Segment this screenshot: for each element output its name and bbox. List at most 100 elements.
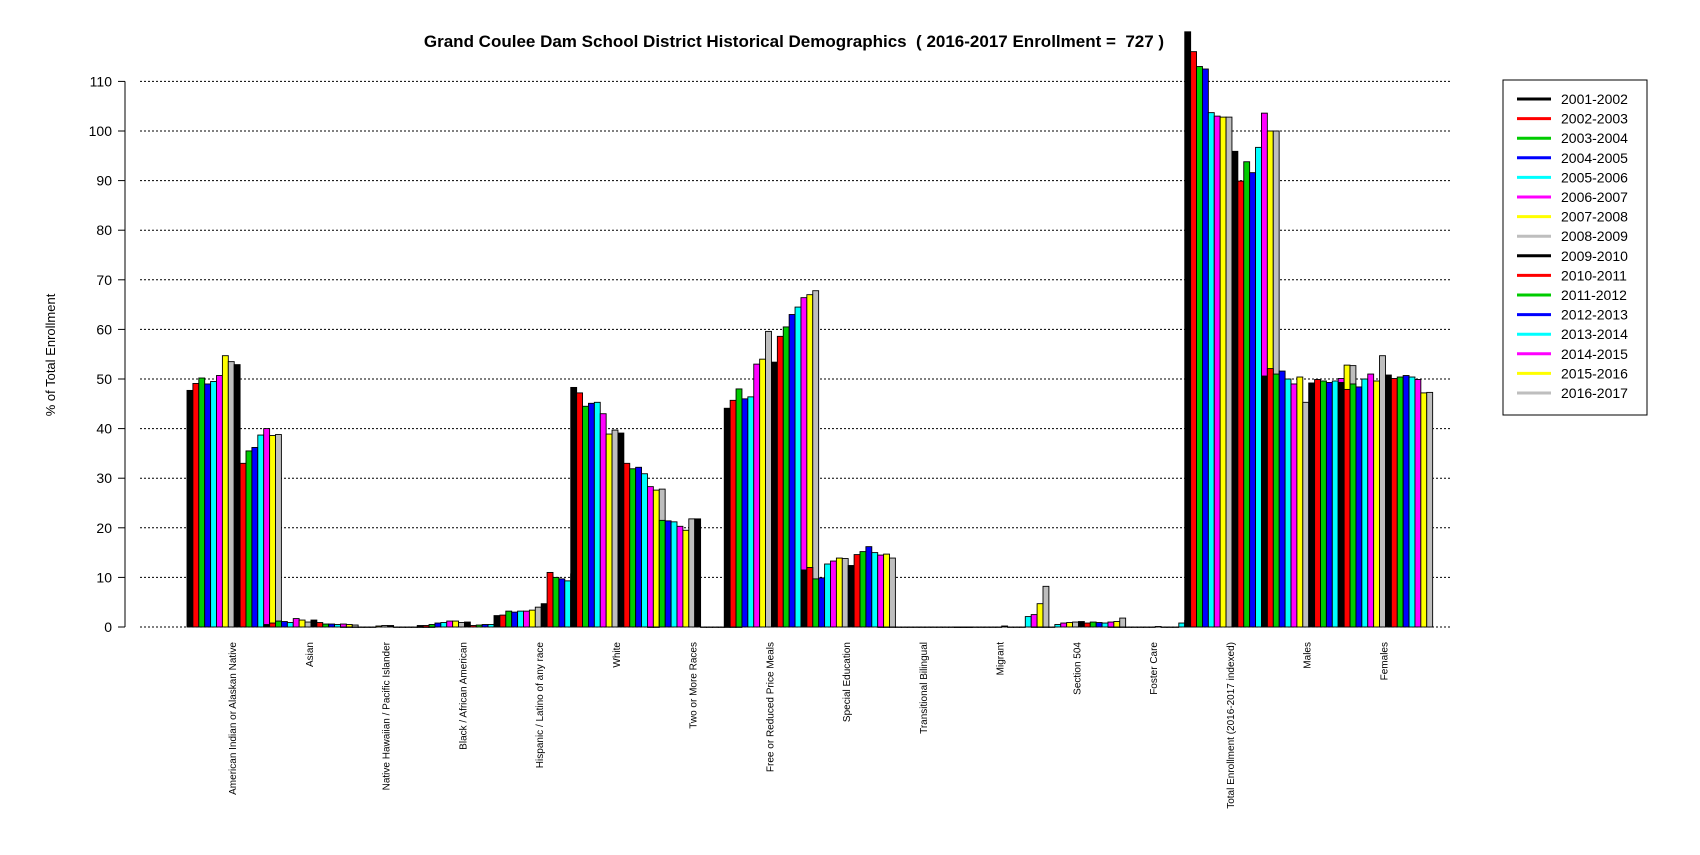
bar (1067, 623, 1073, 627)
bar (1309, 383, 1315, 627)
x-tick-label: Asian (305, 642, 316, 667)
x-tick-label: Native Hawaiian / Pacific Islander (382, 641, 393, 790)
bar (506, 611, 512, 627)
bar (600, 414, 606, 627)
x-tick-label: White (612, 642, 623, 668)
bar (1326, 382, 1332, 627)
bar (677, 526, 683, 627)
y-axis-label: % of Total Enrollment (43, 293, 58, 416)
bar (1084, 623, 1090, 627)
bar (222, 356, 228, 627)
bar (187, 390, 193, 627)
bar (1073, 622, 1079, 627)
bar (335, 625, 341, 627)
bar (270, 436, 276, 627)
bar (653, 490, 659, 627)
bar (1002, 626, 1008, 627)
bar (1037, 604, 1043, 627)
y-tick-label: 70 (96, 272, 112, 288)
bar (1090, 622, 1096, 627)
bar (287, 623, 293, 627)
bar-group (187, 356, 281, 627)
bar (1279, 371, 1285, 627)
bar (577, 393, 583, 627)
legend-label: 2007-2008 (1561, 209, 1628, 225)
bar (382, 626, 388, 627)
bar (429, 625, 435, 627)
bar (665, 521, 671, 627)
bar (1238, 181, 1244, 627)
bar (636, 467, 642, 627)
legend-label: 2009-2010 (1561, 248, 1628, 264)
legend-label: 2011-2012 (1561, 287, 1627, 303)
bar (228, 362, 234, 627)
x-tick-label: Foster Care (1149, 642, 1160, 695)
bar (464, 622, 470, 627)
bar (736, 389, 742, 627)
bar (329, 624, 335, 627)
bar (878, 555, 884, 627)
bar-group (571, 387, 665, 627)
bar (476, 625, 482, 627)
bar (1250, 173, 1256, 627)
bar (854, 555, 860, 627)
bar (199, 378, 205, 627)
bar (724, 408, 730, 627)
bar (1025, 617, 1031, 627)
bar (441, 623, 447, 627)
bar (234, 365, 240, 627)
bar (1267, 369, 1273, 627)
bar (730, 400, 736, 627)
bar-group (955, 586, 1049, 627)
x-tick-label: Males (1303, 642, 1314, 669)
legend-label: 2006-2007 (1561, 189, 1628, 205)
legend-label: 2015-2016 (1561, 365, 1628, 381)
bar (1078, 622, 1084, 627)
bar (1303, 402, 1309, 627)
bar (1332, 381, 1338, 627)
y-tick-label: 50 (96, 371, 112, 387)
bar (813, 291, 819, 627)
bar (1120, 618, 1126, 627)
bar (1344, 389, 1350, 627)
bar (1356, 387, 1362, 627)
bar (689, 519, 695, 627)
bar (217, 376, 223, 627)
bar (1385, 375, 1391, 627)
legend-label: 2004-2005 (1561, 150, 1628, 166)
bar (1397, 377, 1403, 627)
bar (1362, 379, 1368, 627)
bar (1202, 69, 1208, 627)
bar (606, 434, 612, 627)
bar (547, 572, 553, 627)
bar (1102, 623, 1108, 627)
bar (1244, 162, 1250, 627)
bar (293, 619, 299, 627)
bar (1321, 381, 1327, 627)
bar (518, 611, 524, 627)
bar (323, 624, 329, 627)
bar (683, 530, 689, 627)
bar (642, 474, 648, 627)
bar (1350, 384, 1356, 627)
legend-label: 2001-2002 (1561, 91, 1628, 107)
bar (252, 447, 258, 627)
bar (884, 554, 890, 627)
bar (1208, 113, 1214, 627)
bar (1096, 623, 1102, 627)
bar (760, 359, 766, 627)
x-tick-label: Section 504 (1072, 642, 1083, 695)
y-tick-label: 90 (96, 173, 112, 189)
x-tick-label: Hispanic / Latino of any race (535, 642, 546, 769)
bar (1368, 374, 1374, 627)
bar (836, 558, 842, 627)
bar (647, 487, 653, 627)
bar (618, 433, 624, 627)
bar (777, 336, 783, 627)
bar (1114, 622, 1120, 627)
bar (541, 604, 547, 627)
bar (1315, 379, 1321, 627)
bar (453, 621, 459, 627)
bar (299, 620, 305, 627)
